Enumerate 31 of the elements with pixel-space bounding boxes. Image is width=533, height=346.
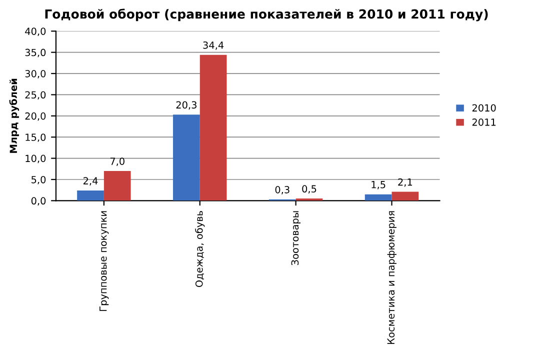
data-label: 7,0 [110,158,124,166]
legend-label: 2011 [472,118,496,126]
y-tick-label: 35,0 [25,48,46,58]
y-tick-label: 5,0 [32,176,46,184]
y-axis-title: Млрд рублей [9,78,20,153]
y-tick-label: 0,0 [31,197,46,206]
x-tick-label: Косметика и парфюмерия [387,211,396,344]
data-label: 0,3 [275,186,290,194]
bar [77,190,104,201]
y-tick-label: 20,0 [25,112,46,121]
x-tick-label: Групповые покупки [100,211,109,311]
y-tick-label: 15,0 [26,134,46,142]
bar [200,54,227,201]
bar [392,192,419,201]
data-label: 20,3 [176,101,196,110]
bar [173,114,200,201]
data-label: 2,4 [83,177,98,186]
x-tick-label: Зоотовары [291,211,301,266]
y-tick-label: 40,0 [25,28,46,36]
y-tick-label: 10,0 [26,154,46,164]
data-label: 2,1 [398,178,412,187]
data-label: 1,5 [372,181,386,190]
data-label: 0,5 [302,185,316,194]
bar [104,171,131,201]
legend-label: 2010 [472,104,496,112]
x-tick-label: Одежда, обувь [195,210,205,287]
data-label: 34,4 [203,41,224,50]
bar [364,194,392,201]
y-tick-label: 25,0 [25,91,46,100]
y-tick-label: 30,0 [25,70,46,78]
chart-title: Годовой оборот (сравнение показателей в 2010 и 2011 году) [45,8,488,22]
